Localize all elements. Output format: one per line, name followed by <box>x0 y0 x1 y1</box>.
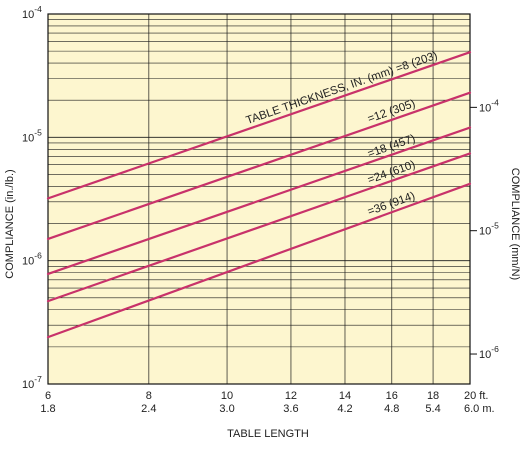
x-tick-label-ft: 12 <box>285 390 297 402</box>
curve-line <box>46 91 472 241</box>
y-axis-title-right: COMPLIANCE (mm/N) <box>509 168 521 280</box>
x-tick-label-m: 1.8 <box>40 403 55 415</box>
curve-line <box>46 51 472 200</box>
y-left-tick-label: 10-4 <box>22 4 42 21</box>
x-tick-label-m: 4.2 <box>337 403 352 415</box>
x-tick-label-ft: 18 <box>427 390 439 402</box>
x-tick-label-ft: 20 ft. <box>464 390 488 402</box>
y-left-tick-label: 10-7 <box>22 374 42 391</box>
x-tick-labels: 61.8 82.4 103.0 123.6 144.2 164.8 185.4 20 ft.6… <box>40 390 494 415</box>
x-tick-label-ft: 16 <box>386 390 398 402</box>
curve-line <box>46 182 472 339</box>
x-tick-label-ft: 10 <box>221 390 233 402</box>
x-tick-label-m: 2.4 <box>141 403 156 415</box>
x-tick-label-ft: 8 <box>146 390 152 402</box>
y-axis-title-left: COMPLIANCE (in./lb.) <box>4 169 16 278</box>
x-tick-label-m: 3.6 <box>283 403 298 415</box>
y-left-tick-label: 10-6 <box>22 251 42 268</box>
x-tick-label-ft: 6 <box>45 390 51 402</box>
y-right-tick-label: 10-5 <box>479 221 499 238</box>
y-left-tick-label: 10-5 <box>22 127 42 144</box>
x-axis-title: TABLE LENGTH <box>227 428 309 440</box>
y-right-tick-label: 10-4 <box>479 97 499 114</box>
curves <box>46 51 472 339</box>
y-right-tick-label: 10-6 <box>479 344 499 361</box>
x-tick-label-m: 6.0 m. <box>464 403 495 415</box>
x-tick-label-m: 5.4 <box>425 403 440 415</box>
curve-line <box>46 152 472 303</box>
y-left-tick-labels: 10-7 10-6 10-5 10-4 <box>22 4 42 391</box>
x-tick-label-m: 4.8 <box>384 403 399 415</box>
x-tick-label-m: 3.0 <box>219 403 234 415</box>
curve-line <box>46 126 472 276</box>
y-right-tick-labels: 10-4 10-5 10-6 <box>479 97 499 361</box>
x-tick-label-ft: 14 <box>339 390 351 402</box>
